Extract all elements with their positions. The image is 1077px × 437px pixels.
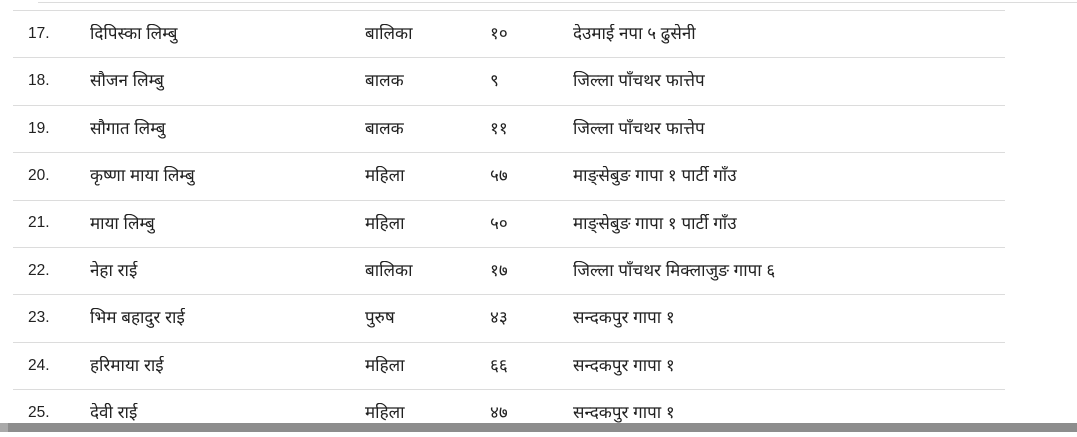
row-gender: महिला: [365, 166, 405, 186]
row-age: १०: [490, 24, 508, 43]
row-person-name: दिपिस्का लिम्बु: [90, 24, 178, 43]
row-address: जिल्ला पाँचथर फात्तेप: [573, 118, 705, 138]
row-gender: महिला: [365, 403, 405, 423]
row-age: ९: [490, 71, 499, 91]
row-serial-number: 20.: [28, 167, 50, 185]
row-gender: पुरुष: [365, 308, 395, 328]
row-age: ११: [490, 118, 508, 138]
row-gender: बालिका: [365, 24, 413, 43]
row-address: सन्दकपुर गापा १: [573, 308, 675, 328]
row-serial-number: 19.: [28, 119, 50, 137]
row-address: माङ्सेबुङ गापा १ पार्टी गाँउ: [573, 213, 737, 233]
row-age: १७: [490, 260, 508, 280]
table-row: 17. दिपिस्का लिम्बु बालिका १० देउमाई नपा…: [13, 10, 1005, 58]
table-row: 19. सौगात लिम्बु बालक ११ जिल्ला पाँचथर फ…: [13, 104, 1005, 153]
row-gender: महिला: [365, 213, 405, 233]
row-person-name: माया लिम्बु: [90, 213, 155, 233]
row-person-name: कृष्णा माया लिम्बु: [90, 166, 195, 186]
row-age: ५०: [490, 213, 508, 233]
row-address: सन्दकपुर गापा १: [573, 355, 675, 375]
row-age: ४३: [490, 308, 508, 328]
row-person-name: हरिमाया राई: [90, 355, 164, 375]
table-body: 17. दिपिस्का लिम्बु बालिका १० देउमाई नपा…: [13, 10, 1005, 437]
row-age: ६६: [490, 355, 508, 375]
row-person-name: देवी राई: [90, 403, 138, 423]
row-gender: बालक: [365, 118, 404, 138]
row-address: माङ्सेबुङ गापा १ पार्टी गाँउ: [573, 166, 737, 186]
table-row: 20. कृष्णा माया लिम्बु महिला ५७ माङ्सेबु…: [13, 152, 1005, 200]
row-serial-number: 18.: [28, 72, 50, 90]
row-address: सन्दकपुर गापा १: [573, 403, 675, 423]
row-gender: बालिका: [365, 260, 413, 280]
row-address: जिल्ला पाँचथर मिक्लाजुङ गापा ६: [573, 260, 776, 280]
row-person-name: सौगात लिम्बु: [90, 118, 166, 138]
table-row: 21. माया लिम्बु महिला ५० माङ्सेबुङ गापा …: [13, 199, 1005, 247]
row-person-name: सौजन लिम्बु: [90, 71, 164, 91]
row-person-name: भिम बहादुर राई: [90, 308, 185, 328]
row-gender: बालक: [365, 71, 404, 91]
row-serial-number: 21.: [28, 214, 50, 232]
row-address: देउमाई नपा ५ ढुसेनी: [573, 24, 696, 43]
horizontal-scrollbar[interactable]: [0, 423, 1077, 432]
row-age: ४७: [490, 403, 508, 423]
row-serial-number: 24.: [28, 356, 50, 374]
row-serial-number: 25.: [28, 404, 50, 422]
row-serial-number: 22.: [28, 261, 50, 279]
table-row: 18. सौजन लिम्बु बालक ९ जिल्ला पाँचथर फात…: [13, 57, 1005, 105]
section-divider-line: [38, 2, 1077, 3]
row-age: ५७: [490, 166, 508, 186]
row-address: जिल्ला पाँचथर फात्तेप: [573, 71, 705, 91]
table-row: 22. नेहा राई बालिका १७ जिल्ला पाँचथर मिक…: [13, 246, 1005, 295]
row-serial-number: 17.: [28, 24, 50, 42]
row-person-name: नेहा राई: [90, 260, 138, 280]
row-serial-number: 23.: [28, 309, 50, 327]
horizontal-scrollbar-thumb[interactable]: [8, 423, 1077, 432]
table-row: 24. हरिमाया राई महिला ६६ सन्दकपुर गापा १: [13, 341, 1005, 390]
records-table: 17. दिपिस्का लिम्बु बालिका १० देउमाई नपा…: [13, 10, 1005, 437]
table-row: 23. भिम बहादुर राई पुरुष ४३ सन्दकपुर गाप…: [13, 294, 1005, 342]
row-gender: महिला: [365, 355, 405, 375]
